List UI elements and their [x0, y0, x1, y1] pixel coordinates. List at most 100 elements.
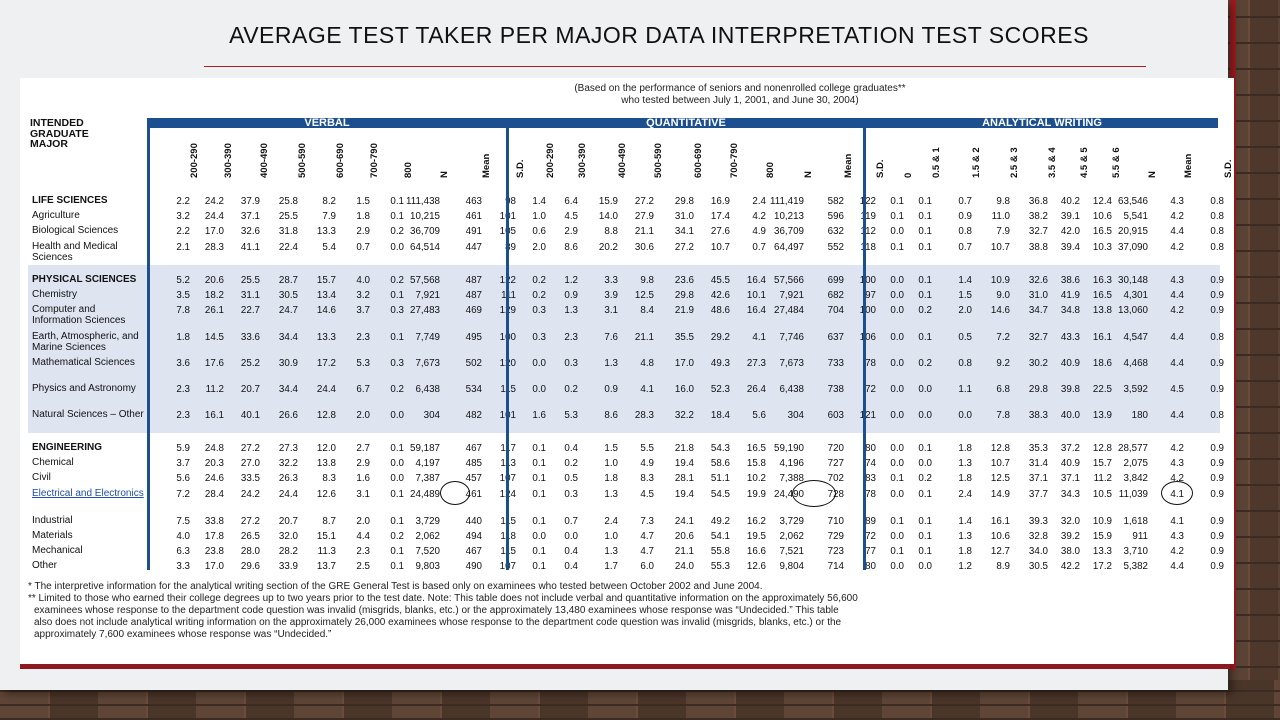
verbal-cell: 17.0 — [204, 226, 224, 237]
analytical-cell: 4.2 — [1170, 242, 1184, 253]
quantitative-cell: 0.7 — [752, 242, 766, 253]
analytical-cell: 1.4 — [958, 275, 972, 286]
quantitative-cell: 0.1 — [532, 473, 546, 484]
analytical-cell: 1.4 — [958, 516, 972, 527]
verbal-cell: 485 — [465, 458, 482, 469]
verbal-cell: 24.2 — [204, 196, 224, 207]
quantitative-cell: 720 — [827, 443, 844, 454]
analytical-cell: 0.9 — [958, 211, 972, 222]
verbal-col-header: 700-790 — [369, 143, 380, 178]
quantitative-cell: 23.6 — [674, 275, 694, 286]
quantitative-cell: 16.4 — [746, 305, 766, 316]
quantitative-cell: 5.5 — [640, 443, 654, 454]
quantitative-cell: 552 — [827, 242, 844, 253]
analytical-writing-header: ANALYTICAL WRITING — [866, 118, 1218, 129]
highlight-circle — [792, 480, 836, 507]
quantitative-cell: 4.1 — [752, 332, 766, 343]
quantitative-cell: 12.6 — [746, 561, 766, 572]
quantitative-cell: 596 — [827, 211, 844, 222]
analytical-cell: 10.9 — [1092, 516, 1112, 527]
analytical-cell: 10.3 — [1092, 242, 1112, 253]
verbal-cell: 6,438 — [415, 384, 440, 395]
verbal-cell: 28.3 — [204, 242, 224, 253]
analytical-cell: 37.2 — [1060, 443, 1080, 454]
verbal-cell: 502 — [465, 358, 482, 369]
verbal-cell: 13.4 — [316, 290, 336, 301]
quantitative-cell: 36,709 — [774, 226, 804, 237]
analytical-cell: 7.8 — [996, 410, 1010, 421]
analytical-cell: 11.0 — [991, 211, 1010, 222]
analytical-cell: 1.2 — [958, 561, 972, 572]
verbal-cell: 12.8 — [316, 410, 336, 421]
quantitative-cell: 31.0 — [674, 211, 694, 222]
category-label: PHYSICAL SCIENCES — [32, 274, 137, 285]
analytical-cell: 0.9 — [1210, 305, 1224, 316]
verbal-cell: 28.2 — [278, 546, 298, 557]
footnote-line: ** Limited to those who earned their col… — [28, 593, 858, 604]
quantitative-cell: 80 — [865, 443, 876, 454]
analytical-cell: 16.3 — [1092, 275, 1112, 286]
verbal-cell: 0.0 — [390, 473, 404, 484]
quantitative-cell: 74 — [865, 458, 876, 469]
analytical-cell: 30.5 — [1028, 561, 1048, 572]
quantitative-cell: 80 — [865, 561, 876, 572]
quantitative-cell: 27,484 — [774, 305, 804, 316]
verbal-cell: 7,749 — [415, 332, 440, 343]
analytical-cell: 0.0 — [890, 410, 904, 421]
analytical-cell: 39.3 — [1028, 516, 1048, 527]
analytical-cell: 13.3 — [1092, 546, 1112, 557]
verbal-cell: 32.6 — [240, 226, 260, 237]
quantitative-cell: 78 — [865, 358, 876, 369]
quantitative-cell: 7,746 — [779, 332, 804, 343]
analytical-cell: 4.2 — [1170, 211, 1184, 222]
quantitative-cell: 59,190 — [774, 443, 804, 454]
analytical-cell: 22.5 — [1092, 384, 1112, 395]
quantitative-cell: 1.7 — [604, 561, 618, 572]
quantitative-cell: 30.6 — [634, 242, 654, 253]
analytical-cell: 13.9 — [1092, 410, 1112, 421]
verbal-cell: 26.6 — [278, 410, 298, 421]
title-underline — [204, 66, 1146, 67]
verbal-cell: 17.6 — [204, 358, 224, 369]
analytical-cell: 0.9 — [1210, 473, 1224, 484]
verbal-cell: 5.2 — [176, 275, 190, 286]
major-label: Industrial — [32, 515, 73, 526]
quantitative-cell: 10.2 — [746, 473, 766, 484]
verbal-cell: 0.0 — [390, 242, 404, 253]
verbal-cell: 7,673 — [415, 358, 440, 369]
footnote-line: approximately 7,600 examinees whose resp… — [34, 629, 332, 640]
analytical-cell: 11,039 — [1118, 489, 1148, 500]
quantitative-cell: 4.1 — [640, 384, 654, 395]
analytical-cell: 0.1 — [918, 226, 932, 237]
quantitative-cell: 89 — [865, 516, 876, 527]
quantitative-cell: 72 — [865, 384, 876, 395]
verbal-cell: 9,803 — [415, 561, 440, 572]
quantitative-cell: 1.3 — [604, 546, 618, 557]
analytical-cell: 0.9 — [1210, 516, 1224, 527]
analytical-cell: 0.1 — [918, 242, 932, 253]
quantitative-cell: 2,062 — [779, 531, 804, 542]
quantitative-cell: 16.6 — [746, 546, 766, 557]
quantitative-cell: 2.4 — [604, 516, 618, 527]
quantitative-cell: 4.7 — [640, 531, 654, 542]
analytical-cell: 10.6 — [1092, 211, 1112, 222]
quantitative-cell: 1.3 — [564, 305, 578, 316]
quantitative-cell: 27.2 — [674, 242, 694, 253]
quantitative-cell: 3.3 — [604, 275, 618, 286]
analytical-cell: 2,075 — [1123, 458, 1148, 469]
quantitative-cell: 32.2 — [674, 410, 694, 421]
verbal-cell: 3.6 — [176, 358, 190, 369]
analytical-cell: 10.9 — [990, 275, 1010, 286]
analytical-cell: 38.8 — [1028, 242, 1048, 253]
quantitative-cell: 4.2 — [752, 211, 766, 222]
table-note-line2: who tested between July 1, 2001, and Jun… — [621, 95, 859, 106]
verbal-cell: 20.6 — [204, 275, 224, 286]
quantitative-col-header: 400-490 — [617, 143, 628, 178]
quantitative-cell: 21.1 — [674, 546, 694, 557]
verbal-cell: 7.2 — [176, 489, 190, 500]
quantitative-cell: 10.7 — [710, 242, 730, 253]
quantitative-cell: 119 — [860, 211, 876, 222]
analytical-cell: 3,592 — [1123, 384, 1148, 395]
major-column-header-text: INTENDED GRADUATE MAJOR — [30, 117, 89, 150]
analytical-cell: 1,618 — [1123, 516, 1148, 527]
